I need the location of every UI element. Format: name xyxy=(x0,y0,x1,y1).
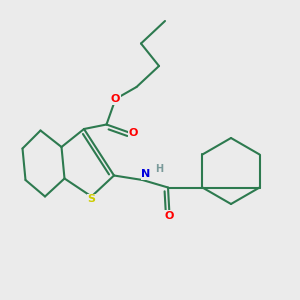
Text: O: O xyxy=(111,94,120,104)
Text: O: O xyxy=(165,211,174,221)
Text: O: O xyxy=(129,128,138,139)
Text: N: N xyxy=(142,169,151,179)
Text: H: H xyxy=(155,164,163,175)
Text: S: S xyxy=(88,194,95,205)
